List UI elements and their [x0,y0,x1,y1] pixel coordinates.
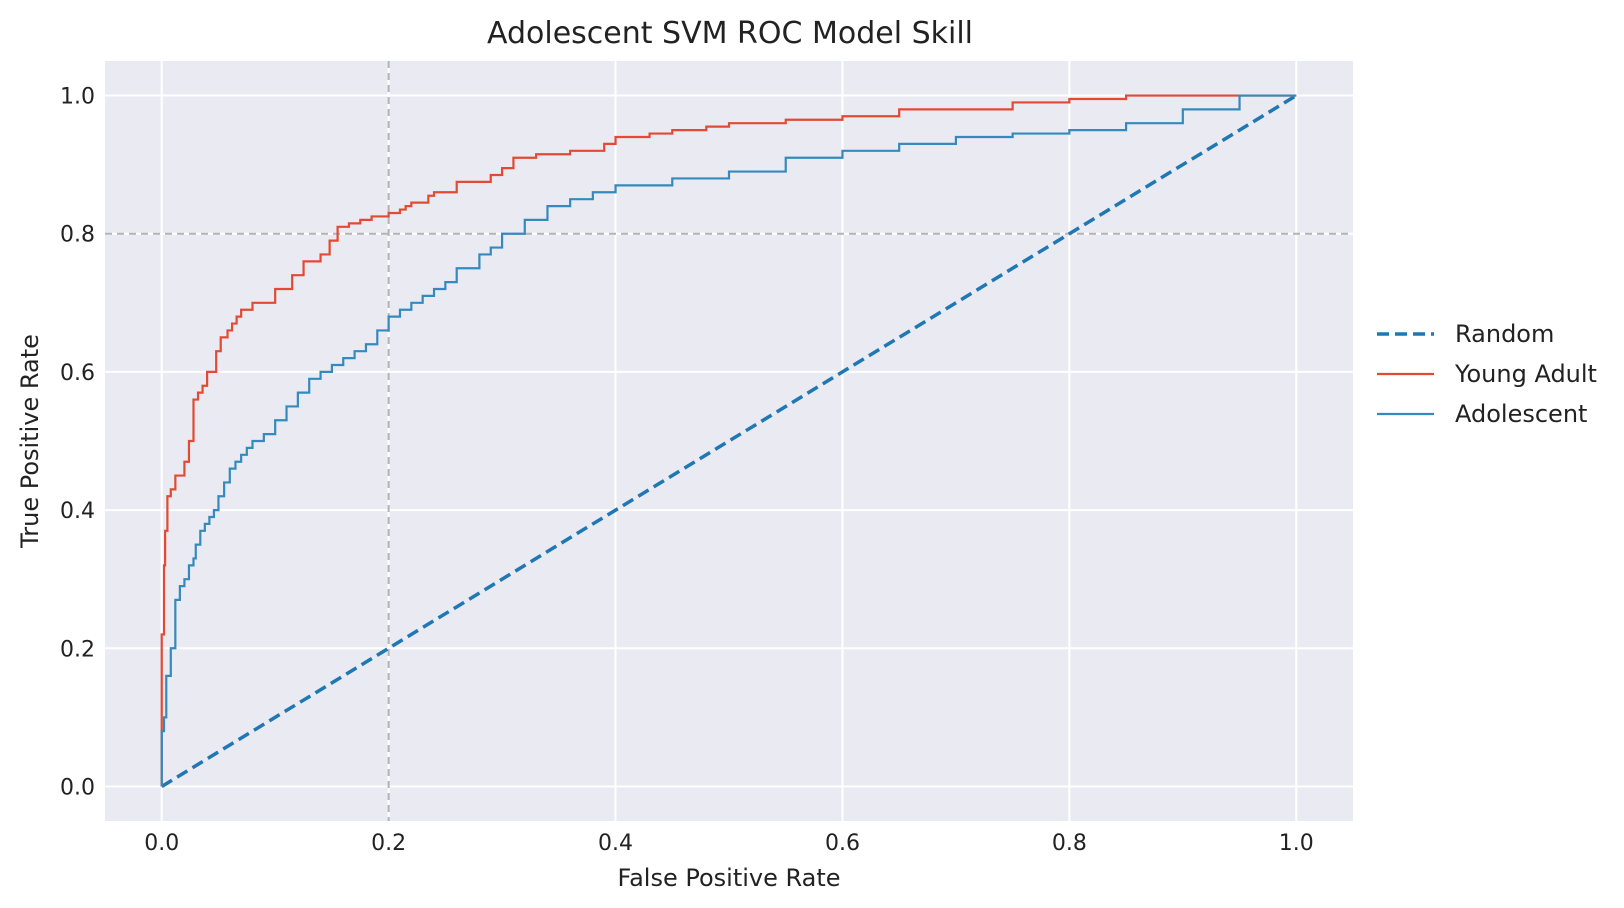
y-tick-label: 0.8 [60,223,95,248]
series-line-random [160,94,1298,788]
x-tick-label: 1.0 [1279,831,1314,856]
legend: Random Young Adult Adolescent [1377,320,1597,428]
legend-label-adolescent: Adolescent [1455,400,1587,428]
y-tick-label: 1.0 [60,85,95,110]
x-tick-label: 0.4 [598,831,633,856]
x-tick-label: 0.2 [371,831,406,856]
series-line-adolescent [160,94,1297,787]
series-layer [160,94,1298,788]
y-tick-labels: 0.0 0.2 0.4 0.6 0.8 1.0 [60,85,95,801]
series-line-young-adult [160,94,1297,787]
x-tick-label: 0.6 [825,831,860,856]
x-tick-labels: 0.0 0.2 0.4 0.6 0.8 1.0 [144,831,1314,856]
y-tick-label: 0.0 [60,775,95,800]
y-axis-label: True Positive Rate [16,334,44,549]
legend-label-young-adult: Young Adult [1454,360,1597,388]
chart-title: Adolescent SVM ROC Model Skill [487,16,973,51]
y-tick-label: 0.4 [60,499,95,524]
y-tick-label: 0.2 [60,637,95,662]
y-tick-label: 0.6 [60,361,95,386]
x-axis-label: False Positive Rate [617,864,840,892]
plot-background [105,61,1353,821]
reference-lines [105,61,1353,821]
legend-label-random: Random [1455,320,1554,348]
x-tick-label: 0.0 [144,831,179,856]
x-tick-label: 0.8 [1052,831,1087,856]
